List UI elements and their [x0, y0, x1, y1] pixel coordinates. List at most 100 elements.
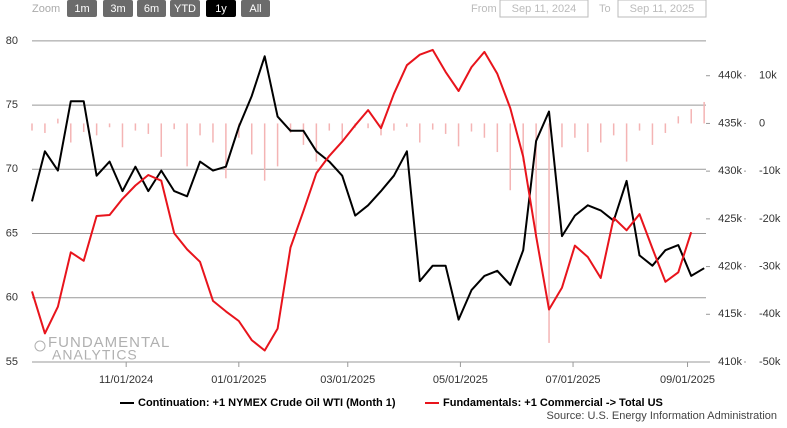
- bar: [561, 123, 563, 148]
- bar: [173, 123, 175, 130]
- bar: [587, 123, 589, 153]
- y2-tick-label: 425k: [718, 213, 742, 225]
- bar: [483, 123, 486, 138]
- y2-tick-label: 440k: [718, 70, 742, 82]
- bar: [509, 123, 512, 191]
- y3-tick-label: 0: [759, 117, 765, 129]
- bar: [238, 123, 240, 138]
- bar: [470, 123, 473, 132]
- zoom-button[interactable]: [103, 0, 133, 17]
- bar: [263, 123, 266, 181]
- zoom-button-label[interactable]: 1m: [74, 3, 89, 15]
- source: Source: U.S. Energy Information Administ…: [547, 410, 778, 422]
- bar: [289, 123, 292, 133]
- zoom-button[interactable]: [170, 0, 200, 17]
- y-tick-label: 75: [6, 99, 18, 111]
- bar: [108, 123, 111, 128]
- zoom-button[interactable]: [206, 0, 236, 17]
- bar: [431, 123, 434, 130]
- zoom-button-label[interactable]: All: [249, 3, 261, 15]
- y2-tick-label: 420k: [718, 260, 742, 272]
- watermark: FUNDAMENTAL: [48, 334, 170, 351]
- bar: [70, 123, 72, 143]
- x-tick-label: 01/01/2025: [211, 374, 266, 386]
- y-tick-label: 70: [6, 163, 18, 175]
- bar: [147, 123, 150, 134]
- zoom-button-label[interactable]: 1y: [215, 3, 227, 15]
- bar: [419, 123, 421, 143]
- bar: [651, 123, 654, 145]
- x-tick-label: 03/01/2025: [320, 374, 375, 386]
- bar: [444, 123, 447, 134]
- line: [31, 48, 693, 352]
- x-tick-label: 09/01/2025: [660, 374, 715, 386]
- bar: [380, 123, 382, 136]
- bar: [457, 123, 460, 147]
- bar: [31, 123, 33, 131]
- y-tick-label: 80: [6, 35, 18, 47]
- bar: [548, 123, 550, 343]
- line: [31, 55, 705, 321]
- y3-tick-label: -20k: [759, 213, 781, 225]
- bar: [599, 123, 602, 143]
- bar: [625, 123, 628, 162]
- zoom-label: Zoom: [32, 3, 60, 15]
- bar: [44, 123, 46, 133]
- bar: [315, 123, 318, 162]
- y-tick-label: 60: [6, 292, 18, 304]
- y3-tick-label: -30k: [759, 260, 781, 272]
- watermark: ANALYTICS: [52, 347, 138, 363]
- bar: [367, 123, 369, 129]
- zoom-button-label[interactable]: 3m: [110, 3, 125, 15]
- to-date[interactable]: Sep 11, 2025: [630, 3, 695, 15]
- zoom-button-label[interactable]: 6m: [144, 3, 159, 15]
- bar: [212, 123, 214, 143]
- zoom-button[interactable]: [241, 0, 270, 17]
- y3-tick-label: -50k: [759, 356, 781, 368]
- y2-tick-label: 410k: [718, 356, 742, 368]
- y3-tick-label: -40k: [759, 308, 781, 320]
- bar: [341, 123, 343, 141]
- bar: [276, 123, 279, 167]
- bar: [535, 123, 537, 238]
- legend-label: Fundamentals: +1 Commercial -> Total US: [443, 397, 663, 409]
- from-input[interactable]: [499, 0, 589, 18]
- x-tick-label: 11/01/2024: [99, 374, 153, 386]
- bar: [677, 116, 680, 124]
- from-date[interactable]: Sep 11, 2024: [512, 3, 577, 15]
- watermark-logo: [34, 340, 46, 352]
- to-label: To: [599, 3, 611, 15]
- bar: [134, 123, 137, 131]
- zoom-button[interactable]: [137, 0, 166, 17]
- bar: [664, 123, 667, 133]
- bar: [186, 123, 188, 167]
- from-label: From: [471, 3, 497, 15]
- bar: [522, 123, 524, 162]
- zoom-button-label[interactable]: YTD: [174, 3, 196, 15]
- y2-tick-label: 415k: [718, 308, 742, 320]
- bar: [703, 101, 705, 124]
- y2-tick-label: 435k: [718, 117, 742, 129]
- bar: [638, 123, 641, 131]
- x-tick-label: 07/01/2025: [546, 374, 601, 386]
- bar: [95, 123, 98, 136]
- zoom-button[interactable]: [67, 0, 97, 17]
- bar: [612, 123, 615, 136]
- legend-label: Continuation: +1 NYMEX Crude Oil WTI (Mo…: [138, 397, 396, 409]
- y-tick-label: 55: [6, 356, 18, 368]
- bar: [199, 123, 201, 136]
- bar: [328, 123, 331, 131]
- y3-tick-label: -10k: [759, 165, 781, 177]
- y-tick-label: 65: [6, 227, 18, 239]
- bar: [250, 123, 253, 155]
- bar: [160, 123, 163, 157]
- bar: [302, 123, 305, 145]
- bar: [121, 123, 124, 148]
- y2-tick-label: 430k: [718, 165, 742, 177]
- bar: [574, 123, 576, 138]
- bar: [496, 123, 499, 153]
- to-input[interactable]: [617, 0, 707, 18]
- bar: [57, 118, 59, 124]
- x-tick-label: 05/01/2025: [433, 374, 488, 386]
